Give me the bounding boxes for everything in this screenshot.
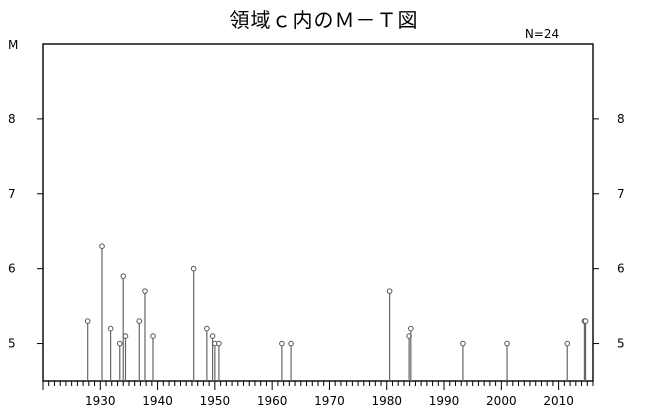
y-tick-label-left: 5 — [8, 337, 16, 351]
stem-marker — [204, 325, 210, 332]
plot-border — [42, 43, 594, 382]
y-tick-label-right: 6 — [617, 262, 625, 276]
x-tick-label: 1960 — [257, 394, 288, 408]
stem-marker — [408, 325, 414, 332]
x-tick-label: 1940 — [142, 394, 173, 408]
stem-marker — [120, 273, 127, 279]
stem-marker — [209, 333, 216, 339]
stem-marker — [564, 340, 571, 347]
y-tick-label-right: 7 — [617, 187, 625, 201]
y-tick-label-left: 6 — [8, 262, 16, 276]
stem-marker — [460, 340, 466, 347]
count-label: N=24 — [525, 27, 559, 41]
x-tick-label: 2010 — [543, 394, 574, 408]
x-tick-label: 1970 — [314, 394, 345, 408]
stem-marker — [136, 318, 143, 324]
y-tick-label-right: 8 — [617, 112, 625, 126]
stem-marker — [84, 318, 91, 324]
chart-title: 領域ｃ内のＭ－Ｔ図 — [229, 8, 419, 32]
stem-marker — [142, 288, 148, 294]
stem-marker — [150, 333, 156, 339]
x-tick-label: 1950 — [200, 394, 231, 408]
stem-marker — [288, 340, 294, 347]
plot-frame — [37, 43, 599, 390]
stem-marker — [504, 340, 510, 347]
stem-marker — [116, 340, 123, 347]
y-tick-label-left: 8 — [8, 112, 16, 126]
stem-marker — [99, 243, 105, 249]
y-axis-label: M — [8, 38, 18, 52]
x-tick-label: 2000 — [486, 394, 517, 408]
stem-marker — [279, 340, 285, 347]
y-tick-label-right: 5 — [617, 337, 625, 351]
x-tick-label: 1930 — [85, 394, 116, 408]
stem-marker — [190, 265, 197, 272]
stem-marker — [122, 333, 129, 339]
stem-marker — [107, 325, 114, 332]
y-tick-label-left: 7 — [8, 187, 16, 201]
stem-marker — [216, 340, 222, 347]
stem-marker — [582, 318, 589, 324]
stem-marker — [386, 288, 393, 294]
x-tick-label: 1990 — [429, 394, 460, 408]
stem-series — [84, 243, 589, 381]
x-tick-label: 1980 — [371, 394, 402, 408]
